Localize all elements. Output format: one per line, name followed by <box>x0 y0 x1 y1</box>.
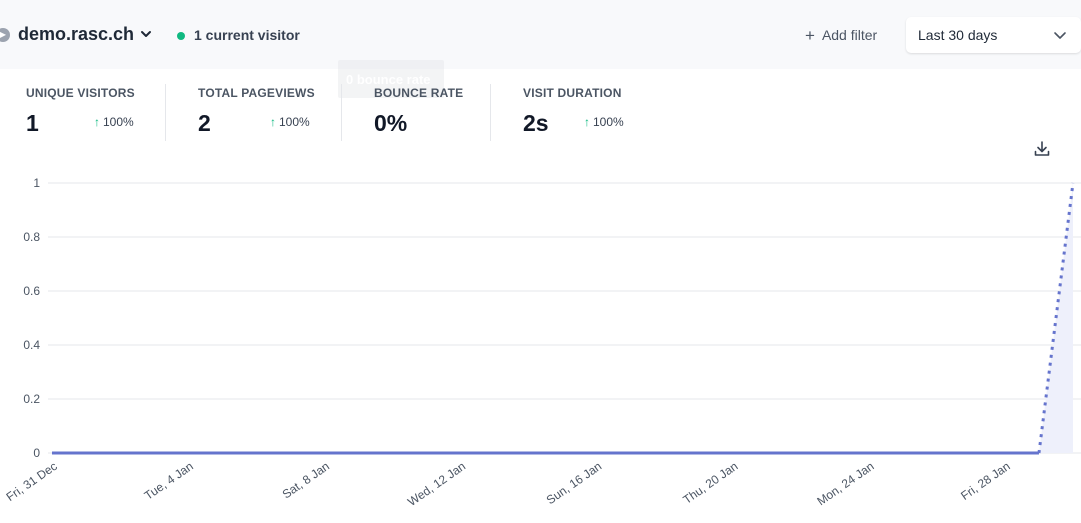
x-tick-label: Sun, 16 Jan <box>544 459 605 507</box>
y-tick-label: 0.6 <box>23 284 40 298</box>
arrow-up-icon: ↑ <box>584 115 590 129</box>
plus-icon: + <box>805 26 815 45</box>
x-tick-label: Sat, 8 Jan <box>280 459 332 501</box>
stat-visit-duration[interactable]: VISIT DURATION 2s ↑ 100% <box>523 86 624 136</box>
stat-change: ↑ 100% <box>94 115 134 129</box>
stat-change: ↑ 100% <box>584 115 624 129</box>
chart-tooltip: 0 bounce rate <box>338 60 444 98</box>
series-line-incomplete <box>1037 182 1075 454</box>
stat-divider <box>490 84 491 141</box>
top-bar: ▶ demo.rasc.ch 1 current visitor + Add fi… <box>0 0 1081 69</box>
add-filter-button[interactable]: + Add filter <box>805 25 877 45</box>
x-tick-label: Thu, 20 Jan <box>680 459 740 507</box>
stat-value: 0% <box>374 110 408 136</box>
arrow-up-icon: ↑ <box>94 115 100 129</box>
site-favicon-icon: ▶ <box>0 28 10 42</box>
site-switcher[interactable]: demo.rasc.ch <box>18 24 135 44</box>
x-tick-label: Wed, 12 Jan <box>405 459 468 509</box>
y-tick-label: 1 <box>33 176 40 190</box>
x-tick-label: Tue, 4 Jan <box>142 459 196 503</box>
stat-label: TOTAL PAGEVIEWS <box>198 86 315 100</box>
stat-value: 2 <box>198 110 211 136</box>
stat-label: VISIT DURATION <box>523 86 622 100</box>
stat-total-pageviews[interactable]: TOTAL PAGEVIEWS 2 ↑ 100% <box>198 86 315 136</box>
stat-bounce-rate[interactable]: BOUNCE RATE 0% <box>374 86 464 136</box>
x-tick-label: Fri, 28 Jan <box>958 459 1012 503</box>
chevron-down-icon <box>1054 32 1066 39</box>
current-visitors-link[interactable]: 1 current visitor <box>194 27 300 43</box>
x-tick-label: Fri, 31 Dec <box>4 459 60 504</box>
stat-label: BOUNCE RATE <box>374 86 464 100</box>
chevron-down-icon[interactable] <box>139 27 153 41</box>
y-tick-label: 0.8 <box>23 230 40 244</box>
period-label: Last 30 days <box>918 27 998 43</box>
arrow-up-icon: ↑ <box>270 115 276 129</box>
stat-label: UNIQUE VISITORS <box>26 86 135 100</box>
download-icon[interactable] <box>1033 140 1051 158</box>
y-tick-label: 0.2 <box>23 392 40 406</box>
y-tick-label: 0.4 <box>23 338 40 352</box>
stat-value: 2s <box>523 110 549 136</box>
stat-divider <box>165 84 166 141</box>
stat-value: 1 <box>26 110 39 136</box>
live-indicator-dot <box>177 32 185 40</box>
y-tick-label: 0 <box>33 446 40 460</box>
period-select[interactable]: Last 30 days <box>906 17 1081 53</box>
x-tick-label: Mon, 24 Jan <box>814 459 876 508</box>
stat-change: ↑ 100% <box>270 115 310 129</box>
stat-divider <box>341 84 342 141</box>
visitors-chart: 0 0.2 0.4 0.6 0.8 1 Fri, 31 Dec Tue, 4 Jan Sat, … <box>4 176 1081 509</box>
add-filter-label: Add filter <box>821 27 878 43</box>
stat-unique-visitors[interactable]: UNIQUE VISITORS 1 ↑ 100% <box>26 86 135 136</box>
